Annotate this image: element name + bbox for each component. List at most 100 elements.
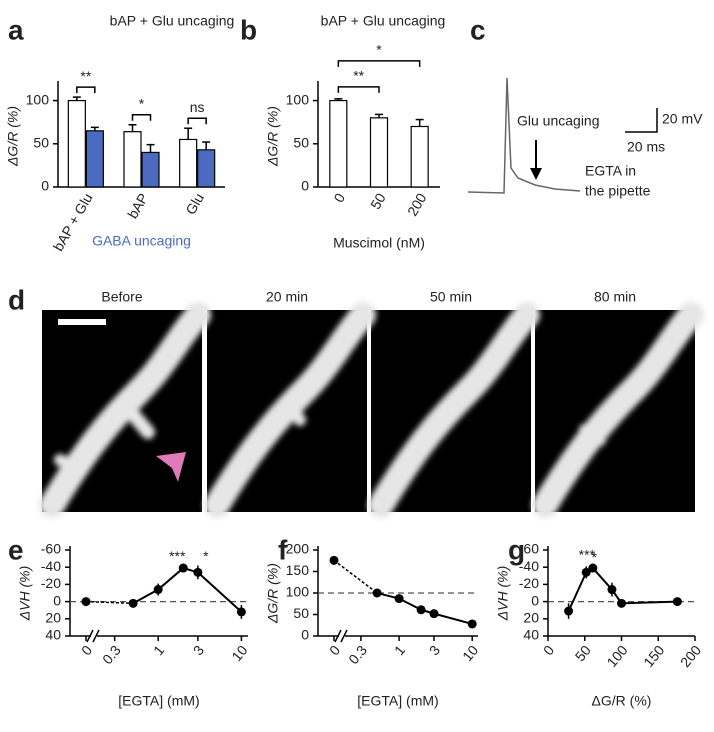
data-point [128, 598, 138, 608]
y-tick-label: -60 [519, 541, 539, 557]
x-tick-label: 150 [640, 642, 667, 670]
x-tick-label: 10 [459, 642, 481, 664]
y-tick-label: 0 [301, 627, 309, 643]
y-tick-label: -20 [41, 575, 61, 591]
scale-bar [625, 108, 658, 133]
data-point [588, 563, 598, 573]
y-tick-label: -60 [41, 541, 61, 557]
axis-break [339, 630, 345, 642]
axis-break-mark [340, 629, 348, 643]
panel-letter: c [470, 14, 486, 45]
x-axis-label: Muscimol (nM) [333, 235, 425, 251]
axis-break-mark [92, 629, 100, 643]
x-tick-label: 1 [391, 642, 408, 658]
y-axis-label: ΔG/R (%) [265, 106, 281, 167]
line-segment [333, 559, 378, 594]
x-tick-label: 200 [404, 190, 430, 218]
arrow [156, 452, 186, 482]
x-axis-label: [EGTA] (mM) [357, 693, 438, 709]
x-tick-label: 0.3 [345, 642, 370, 667]
x-tick-label: 200 [677, 642, 704, 670]
x-tick-label: 3 [190, 642, 207, 658]
panel-letter: f [278, 534, 288, 565]
data-point [329, 555, 339, 565]
x-tick-label: 3 [426, 642, 443, 658]
data-point [236, 607, 246, 617]
data-point [617, 598, 626, 608]
bar [329, 99, 348, 188]
x-tick-label: 50 [572, 642, 594, 664]
significance-bracket [187, 117, 207, 125]
panel-letter: b [240, 14, 257, 45]
bar [141, 151, 160, 188]
x-tick-label: 10 [228, 642, 250, 664]
x-tick-label: 1 [150, 642, 167, 658]
line-segment [592, 567, 613, 591]
x-tick-label: 50 [367, 190, 389, 212]
y-tick-label: -40 [519, 558, 539, 574]
bar [410, 125, 429, 188]
dendrite [39, 302, 704, 518]
trace-label: 20 mV [662, 111, 703, 127]
y-tick-label: 50 [293, 134, 309, 150]
y-axis-label: ΔG/R (%) [5, 106, 21, 167]
y-tick-label: 20 [523, 610, 539, 626]
x-tick-label: 0 [330, 190, 348, 205]
y-tick-label: 50 [33, 134, 49, 150]
significance-label: * [203, 548, 209, 564]
trace-panel: c Glu uncaging 20 mV 20 ms EGTA in the p… [467, 14, 703, 199]
x-axis-label: ΔG/R (%) [592, 693, 652, 709]
axis-break-mark [334, 629, 342, 643]
y-axis-label: ΔG/R (%) [265, 563, 281, 624]
x-tick-label: bAP + Glu [50, 190, 96, 253]
y-tick-label: 100 [286, 91, 310, 107]
significance-label: * [591, 549, 597, 565]
bar [67, 99, 86, 188]
data-point [81, 597, 91, 607]
line-segment [621, 600, 678, 605]
data-point [607, 585, 617, 595]
line-segment [157, 567, 184, 591]
panel-letter: d [8, 284, 25, 315]
data-point [429, 609, 439, 619]
bar [85, 130, 104, 188]
image-label: 80 min [594, 289, 636, 305]
y-tick-label: 0 [41, 178, 49, 194]
arrow-head [530, 168, 542, 180]
x-tick-label: bAP [124, 190, 151, 221]
bar [369, 117, 389, 188]
y-tick-label: -40 [41, 558, 61, 574]
panel-letter: e [8, 534, 24, 565]
y-axis-label: ΔVH (%) [17, 566, 33, 622]
image-panel: d Before 20 min 50 min 80 min [8, 284, 704, 518]
x-tick-label: 0 [326, 642, 343, 658]
significance-label: ns [190, 99, 205, 115]
line-segment [85, 600, 134, 605]
line-segment [567, 571, 588, 612]
data-point [372, 588, 382, 598]
significance-label: * [376, 42, 382, 58]
voltage-trace [467, 77, 581, 194]
chart-title: bAP + Glu uncaging [321, 13, 446, 29]
y-tick-label: 0 [301, 178, 309, 194]
significance-label: ** [80, 68, 91, 84]
bar [179, 138, 198, 188]
data-point [564, 606, 574, 616]
y-tick-label: 100 [26, 91, 50, 107]
y-tick-label: 200 [286, 541, 310, 557]
y-tick-label: -20 [519, 575, 539, 591]
significance-bracket [76, 86, 96, 94]
panel-letter: g [508, 534, 525, 565]
data-point [581, 567, 591, 577]
data-point [467, 619, 477, 629]
data-point [153, 585, 163, 595]
y-tick-label: 20 [45, 610, 61, 626]
legend-label: GABA uncaging [92, 233, 191, 249]
panel-letter: a [8, 14, 24, 45]
x-axis-label: [EGTA] (mM) [118, 693, 199, 709]
x-tick-label: 0 [540, 642, 557, 658]
image-label: 50 min [430, 289, 472, 305]
line-segment [197, 571, 243, 613]
significance-bracket [131, 114, 152, 121]
